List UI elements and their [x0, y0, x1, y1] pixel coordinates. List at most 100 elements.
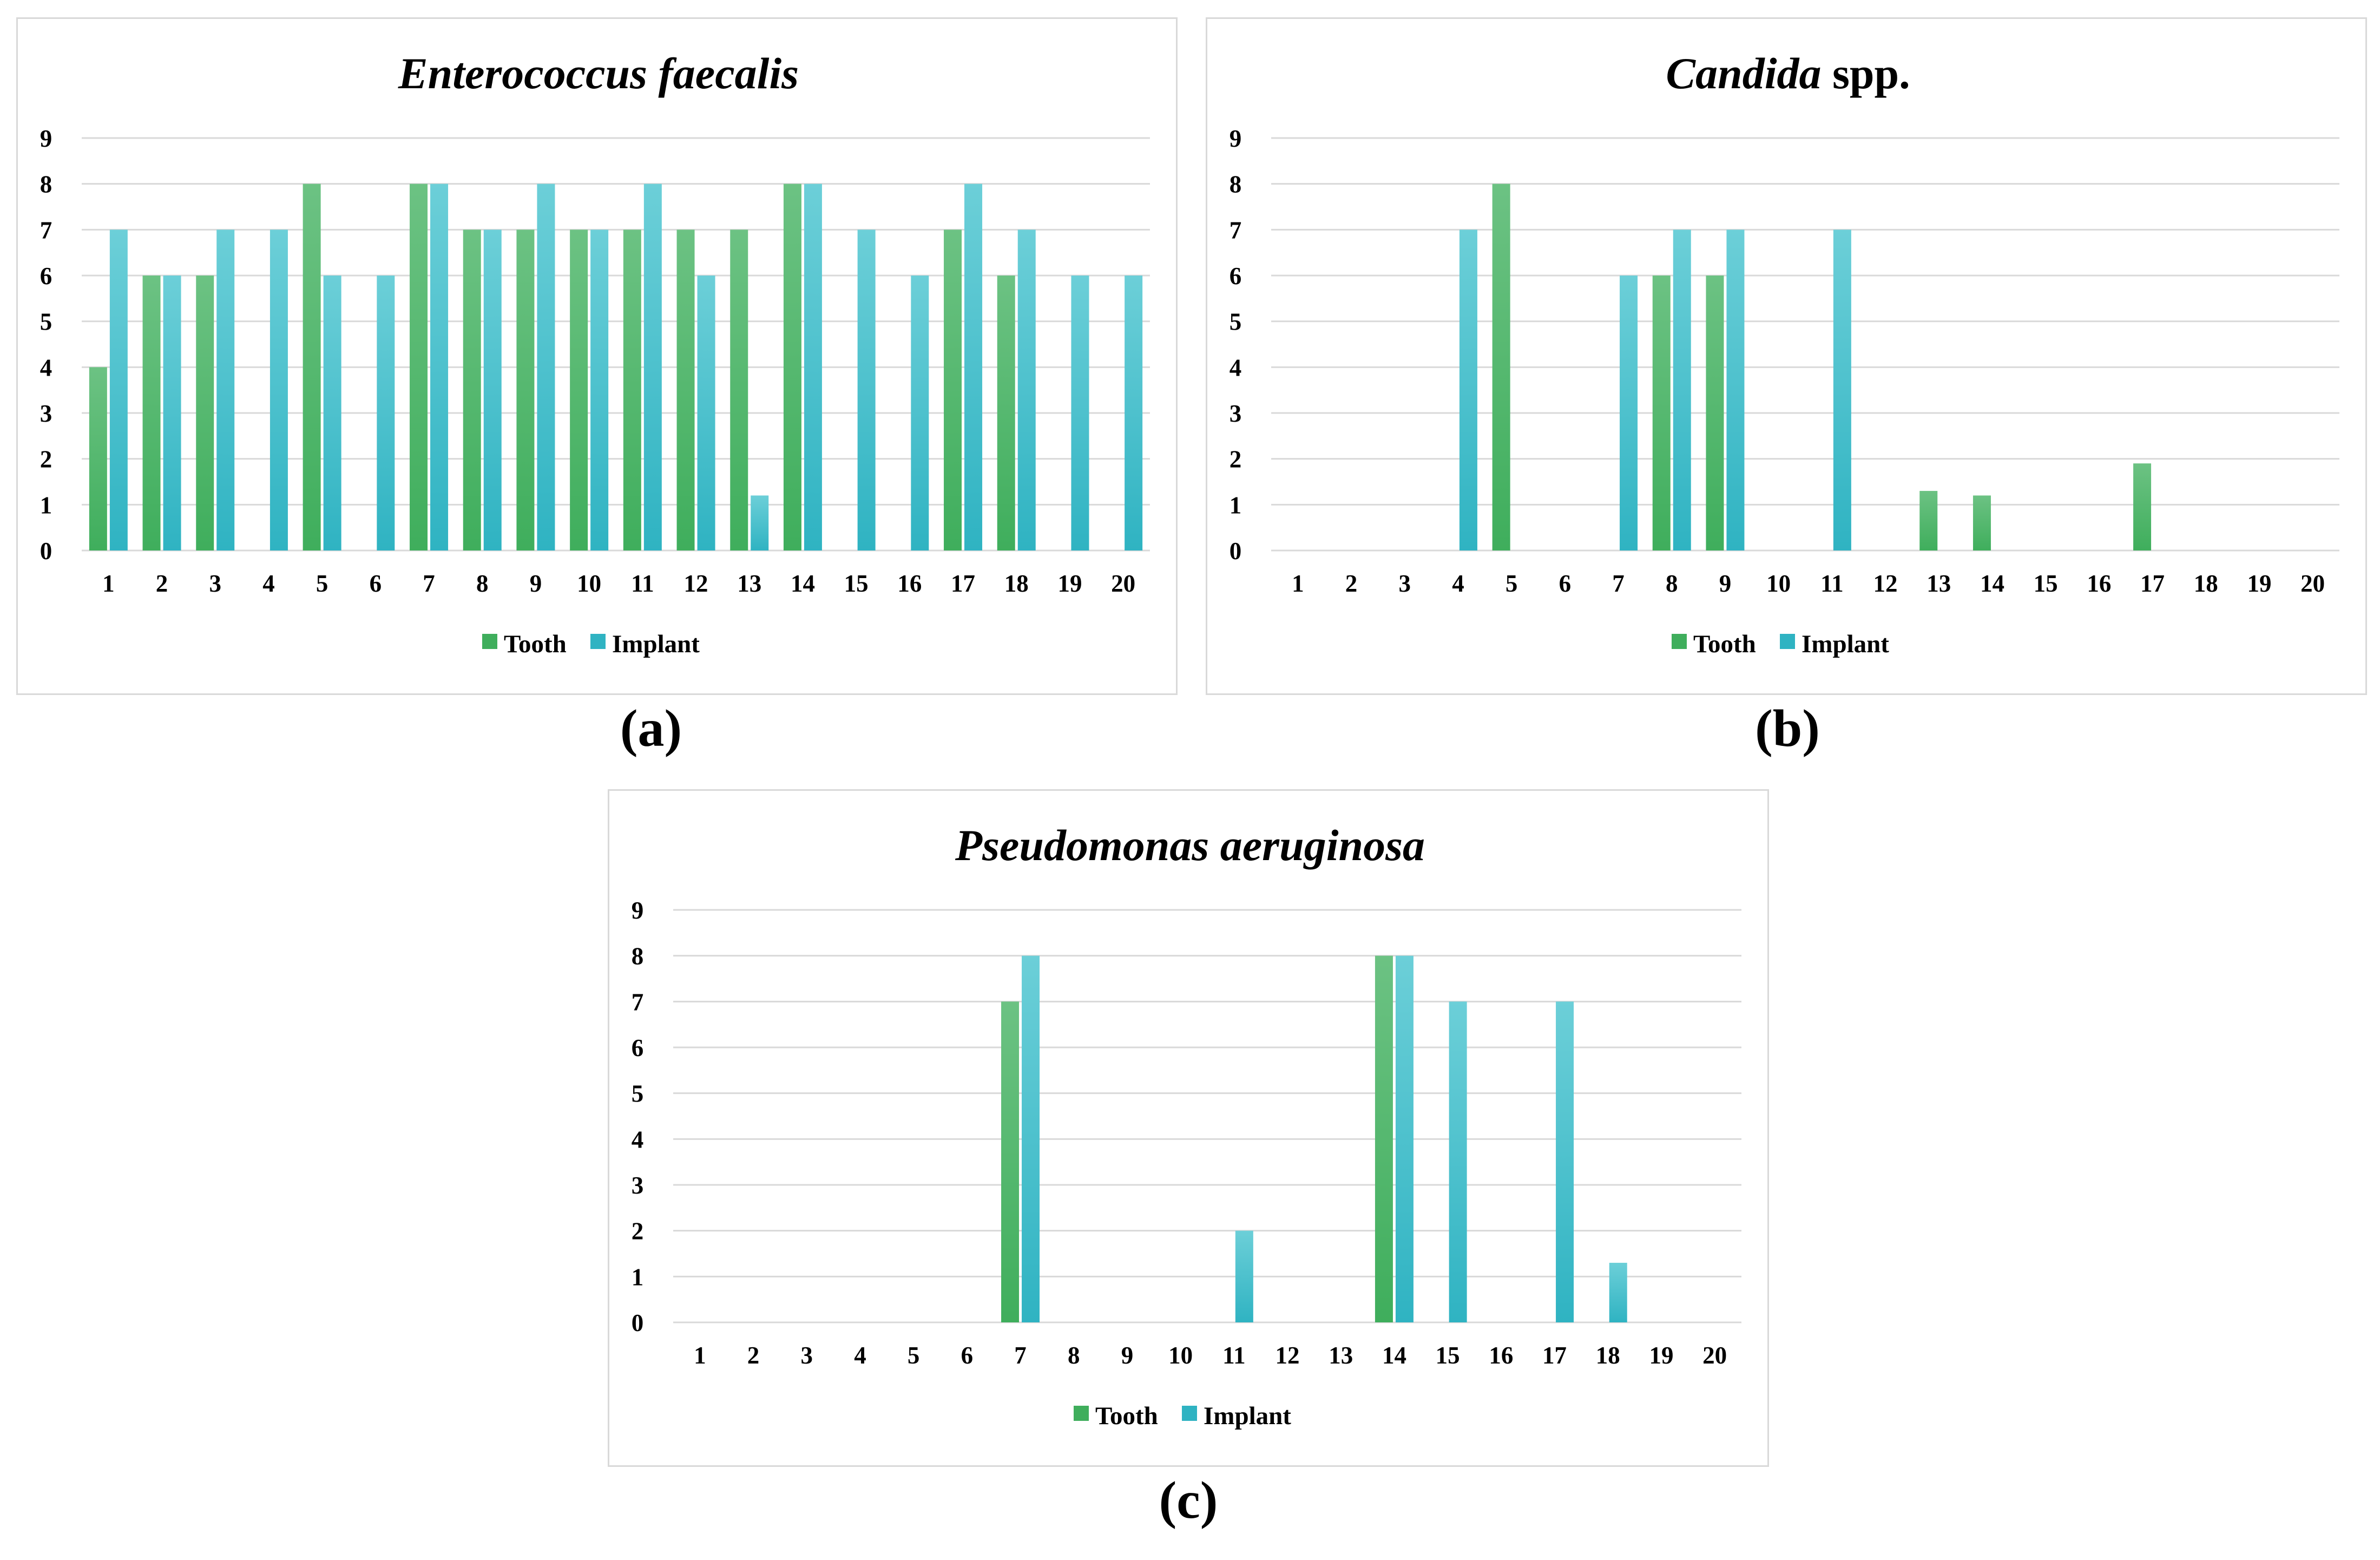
chart-panel-b: Candida spp. 0 1 2 3 4 5 6 7 8 9 1 2 3 4 5 6 7 8 9 10 11 12 13 1… [1206, 17, 2367, 695]
y-tick-label: 5 [1230, 309, 1242, 336]
bar-implant-15 [857, 230, 876, 550]
x-tick-label: 19 [1057, 570, 1082, 597]
bar-implant-9 [1726, 230, 1745, 550]
x-tick-label: 15 [2034, 570, 2058, 597]
y-tick-label: 4 [40, 354, 52, 381]
bar-tooth-14 [783, 183, 801, 551]
bar-implant-18 [1609, 1262, 1627, 1322]
chart-title: Pseudomonas aeruginosa [955, 821, 1425, 870]
y-tick-label: 0 [1230, 538, 1242, 565]
y-tick-label: 2 [632, 1218, 644, 1245]
bar-implant-10 [590, 230, 609, 550]
bar-implant-11 [1235, 1230, 1253, 1322]
bar-tooth-2 [142, 276, 161, 550]
x-tick-label: 12 [684, 570, 708, 597]
x-tick-label: 12 [1276, 1342, 1300, 1369]
x-tick-label: 16 [2087, 570, 2111, 597]
bar-tooth-8 [1652, 276, 1671, 550]
x-tick-label: 13 [1329, 1342, 1353, 1369]
chart-title: Candida spp. [1666, 49, 1910, 98]
legend-label-tooth: Tooth [1095, 1402, 1158, 1430]
bar-implant-13 [751, 495, 769, 550]
x-tick-label: 3 [209, 570, 222, 597]
y-tick-label: 3 [1230, 400, 1242, 427]
y-tick-label: 9 [40, 125, 52, 152]
legend-label-tooth: Tooth [504, 630, 567, 658]
bar-tooth-3 [196, 276, 214, 550]
bar-tooth-9 [516, 230, 535, 550]
bar-tooth-7 [1001, 1001, 1020, 1322]
bar-tooth-17 [2133, 463, 2152, 550]
x-tick-label: 19 [2247, 570, 2271, 597]
x-tick-label: 8 [476, 570, 489, 597]
y-tick-label: 1 [632, 1263, 644, 1290]
y-tick-label: 1 [1230, 491, 1242, 519]
y-tick-label: 8 [40, 171, 52, 198]
bar-implant-5 [323, 276, 341, 550]
x-tick-label: 7 [423, 570, 435, 597]
bar-tooth-12 [676, 230, 695, 550]
bar-implant-18 [1017, 230, 1036, 550]
bar-implant-2 [163, 276, 181, 550]
bar-implant-12 [697, 276, 715, 550]
bar-tooth-7 [410, 183, 428, 551]
x-tick-label: 9 [530, 570, 542, 597]
bar-implant-14 [804, 183, 822, 551]
x-tick-label: 18 [2194, 570, 2218, 597]
chart-panel-c: Pseudomonas aeruginosa 0 1 2 3 4 5 6 7 8 9 1 2 3 4 5 6 7 8… [608, 789, 1769, 1467]
y-tick-label: 7 [1230, 217, 1242, 244]
x-tick-label: 20 [2300, 570, 2325, 597]
bar-implant-11 [643, 183, 662, 551]
x-tick-label: 11 [1222, 1342, 1246, 1369]
x-tick-label: 2 [1345, 570, 1358, 597]
bar-implant-4 [1459, 230, 1477, 550]
x-tick-label: 14 [791, 570, 815, 597]
x-tick-label: 18 [1596, 1342, 1620, 1369]
legend-label-tooth: Tooth [1693, 630, 1756, 658]
legend-swatch-tooth [482, 634, 497, 649]
x-tick-label: 10 [1766, 570, 1791, 597]
x-tick-label: 5 [1505, 570, 1518, 597]
bar-implant-1 [109, 230, 128, 550]
x-tick-label: 1 [694, 1342, 706, 1369]
x-tick-label: 7 [1014, 1342, 1027, 1369]
bar-tooth-1 [89, 367, 107, 550]
x-tick-label: 3 [1399, 570, 1411, 597]
bar-implant-4 [269, 230, 288, 550]
x-tick-label: 19 [1649, 1342, 1673, 1369]
x-tick-label: 13 [1927, 570, 1951, 597]
y-tick-label: 7 [40, 217, 52, 244]
bar-implant-14 [1395, 955, 1413, 1322]
bar-implant-7 [430, 183, 449, 551]
caption-b: (b) [1755, 699, 1820, 758]
y-tick-label: 0 [632, 1309, 644, 1336]
x-tick-label: 15 [1436, 1342, 1460, 1369]
bar-implant-20 [1125, 276, 1143, 550]
bar-tooth-9 [1706, 276, 1724, 550]
x-tick-label: 9 [1121, 1342, 1134, 1369]
caption-c: (c) [1159, 1471, 1218, 1530]
x-tick-label: 20 [1111, 570, 1135, 597]
y-tick-label: 8 [1230, 171, 1242, 198]
bar-implant-19 [1071, 276, 1089, 550]
x-tick-label: 13 [737, 570, 761, 597]
x-tick-label: 1 [1292, 570, 1304, 597]
bar-implant-16 [911, 276, 929, 550]
y-tick-label: 7 [632, 988, 644, 1015]
x-tick-label: 10 [577, 570, 601, 597]
x-tick-label: 4 [262, 570, 275, 597]
x-tick-label: 11 [631, 570, 654, 597]
bar-implant-17 [964, 183, 983, 551]
x-tick-label: 8 [1068, 1342, 1080, 1369]
x-tick-label: 5 [316, 570, 328, 597]
x-tick-label: 17 [1542, 1342, 1567, 1369]
bar-tooth-11 [623, 230, 641, 550]
x-tick-label: 9 [1719, 570, 1732, 597]
y-tick-label: 9 [1230, 125, 1242, 152]
x-tick-label: 20 [1702, 1342, 1727, 1369]
y-tick-label: 1 [40, 491, 52, 519]
x-tick-label: 12 [1873, 570, 1898, 597]
